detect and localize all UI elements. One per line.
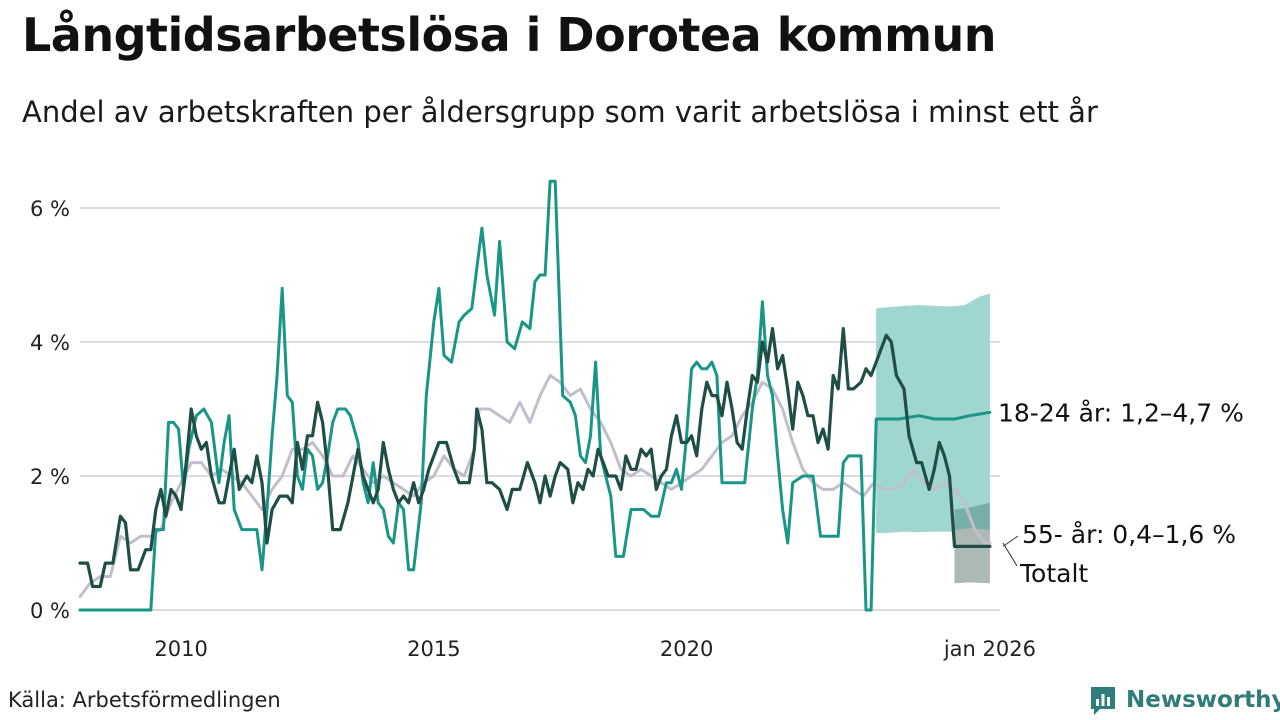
series-line-senior (78, 327, 992, 589)
series-line-youth (78, 179, 992, 612)
series-label-18-24: 18-24 år: 1,2–4,7 % (998, 398, 1244, 427)
chart-subtitle: Andel av arbetskraften per åldersgrupp s… (22, 95, 1098, 129)
series-label-total: Totalt (1019, 559, 1088, 588)
chart-title: Långtidsarbetslösa i Dorotea kommun (22, 8, 997, 62)
y-tick-label: 2 % (30, 465, 70, 489)
logo-text: Newsworthy (1126, 687, 1280, 713)
forecast-bands (876, 293, 990, 584)
grid-lines (80, 207, 1000, 611)
logo-chart-icon (1091, 687, 1115, 715)
x-tick-label: jan 2026 (943, 637, 1036, 661)
series-labels: 18-24 år: 1,2–4,7 % 55- år: 0,4–1,6 % Tota… (998, 398, 1244, 588)
x-tick-label: 2020 (660, 637, 713, 661)
series-label-55: 55- år: 0,4–1,6 % (1022, 520, 1236, 549)
axis-labels: 0 % 2 % 4 % 6 % 2010 2015 2020 jan 2026 (30, 197, 1036, 661)
leader-line-total (1002, 542, 1018, 567)
newsworthy-logo: Newsworthy (1088, 684, 1280, 716)
y-tick-label: 6 % (30, 197, 70, 221)
x-tick-label: 2010 (154, 637, 207, 661)
leader-line-55 (1002, 535, 1019, 547)
forecast-band-youth (876, 293, 990, 533)
forecast-band-total (954, 528, 990, 584)
series-lines (78, 179, 992, 612)
source-note: Källa: Arbetsförmedlingen (8, 688, 281, 712)
x-tick-label: 2015 (407, 637, 460, 661)
y-tick-label: 4 % (30, 331, 70, 355)
y-tick-label: 0 % (30, 599, 70, 623)
